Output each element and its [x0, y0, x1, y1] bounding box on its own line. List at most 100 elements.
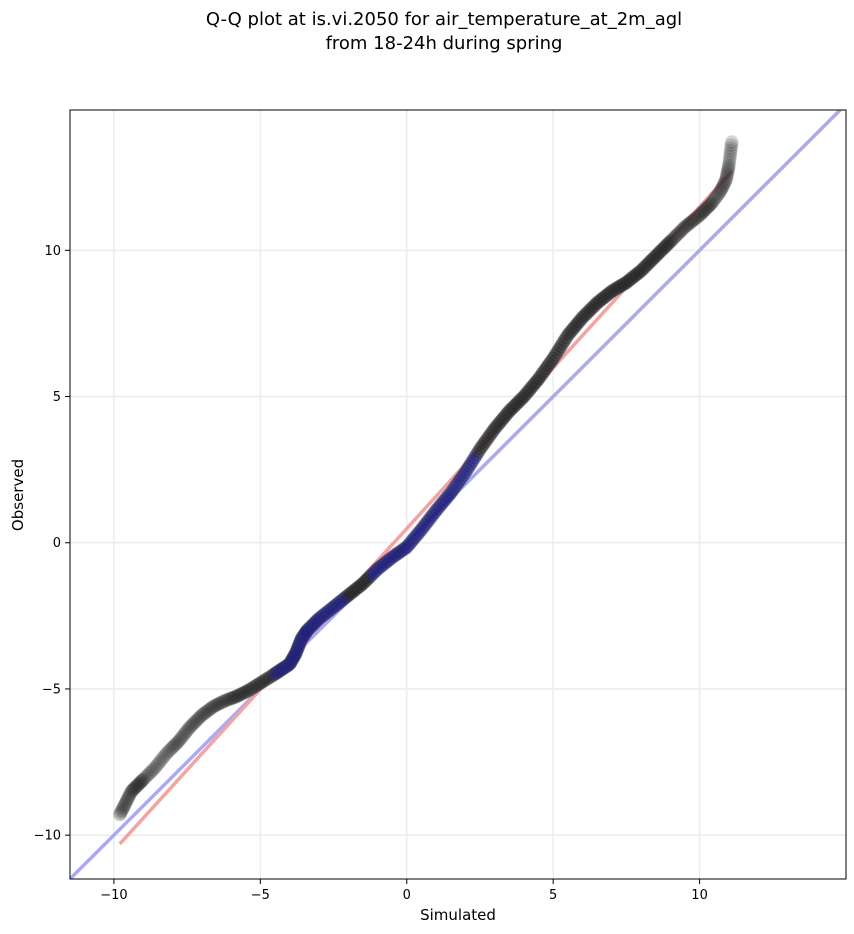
quantile-point	[454, 470, 469, 485]
quantile-point	[721, 158, 736, 173]
quantile-point	[274, 662, 289, 677]
quantile-point	[383, 551, 398, 566]
quantile-point	[461, 459, 476, 474]
quantile-point	[260, 671, 275, 686]
quantile-point	[518, 387, 533, 402]
quantile-point	[232, 687, 247, 702]
quantile-point	[724, 141, 739, 156]
quantile-point	[165, 740, 180, 755]
quantile-point	[721, 162, 736, 177]
quantile-point	[244, 681, 259, 696]
quantile-point	[212, 696, 227, 711]
plot-frame	[69, 109, 847, 880]
quantile-point	[125, 782, 140, 797]
quantile-point	[288, 646, 303, 661]
quantile-point	[337, 591, 352, 606]
quantile-point	[221, 692, 236, 707]
quantile-point	[724, 135, 739, 150]
quantile-point	[474, 439, 489, 454]
quantile-point	[122, 788, 137, 803]
quantile-point	[266, 668, 281, 683]
quantile-point	[715, 180, 730, 195]
quantile-point	[231, 688, 246, 703]
quantile-point	[560, 328, 575, 343]
quantile-point	[549, 345, 564, 360]
quantile-point	[269, 665, 284, 680]
quantile-point	[301, 622, 316, 637]
quantile-point	[432, 499, 447, 514]
quantile-point	[425, 508, 440, 523]
quantile-point	[366, 565, 381, 580]
quantile-point	[257, 673, 272, 688]
quantile-point	[637, 260, 652, 275]
y-tick-label: 5	[53, 390, 61, 405]
quantile-point	[646, 251, 661, 266]
quantile-point	[548, 348, 562, 363]
quantile-point	[112, 807, 127, 822]
quantile-point	[407, 531, 422, 546]
quantile-point	[133, 775, 148, 790]
quantile-point	[238, 684, 253, 699]
y-tick-label: −5	[42, 682, 61, 697]
quantile-point	[374, 559, 389, 574]
quantile-point	[178, 725, 193, 740]
quantile-point	[483, 426, 498, 441]
quantile-point	[172, 732, 187, 747]
quantile-point	[463, 456, 478, 471]
quantile-point	[421, 513, 436, 528]
quantile-point	[535, 366, 550, 381]
quantile-point	[427, 505, 442, 520]
quantile-point	[164, 741, 179, 756]
quantile-point	[251, 677, 266, 692]
quantile-point	[613, 278, 628, 293]
quantile-point	[496, 410, 511, 425]
x-tick-label: −5	[251, 888, 270, 903]
quantile-point	[655, 241, 670, 256]
quantile-point	[381, 553, 396, 568]
quantile-point	[219, 693, 234, 708]
quantile-point	[679, 218, 694, 233]
quantile-point	[191, 711, 206, 726]
quantile-point	[352, 579, 367, 594]
quantile-point	[289, 645, 304, 660]
quantile-point	[708, 190, 723, 205]
chart-title: Q-Q plot at is.vi.2050 for air_temperatu…	[0, 8, 854, 56]
quantile-point	[687, 212, 702, 227]
quantile-point	[159, 746, 174, 761]
quantile-point	[504, 402, 519, 417]
quantile-point	[203, 701, 218, 716]
quantile-point	[399, 540, 414, 555]
quantile-point	[509, 396, 524, 411]
quantile-point	[602, 285, 617, 300]
quantile-point	[659, 238, 674, 253]
reference-lines	[70, 110, 843, 879]
quantile-point	[272, 663, 287, 678]
quantile-point	[721, 160, 736, 175]
quantile-point	[491, 417, 506, 432]
chart-title-line-2: from 18-24h during spring	[325, 33, 563, 54]
quantile-point	[134, 774, 149, 789]
quantile-point	[348, 582, 363, 597]
quantile-point	[271, 664, 286, 679]
quantile-point	[280, 658, 295, 673]
quantile-point	[608, 282, 623, 297]
quantile-point	[285, 651, 300, 666]
quantile-point	[451, 475, 465, 490]
quantile-point	[487, 421, 502, 436]
quantile-point	[237, 685, 252, 700]
quantile-point	[197, 706, 212, 721]
quantile-point	[152, 755, 167, 770]
quantile-point	[716, 177, 731, 192]
quantile-point	[419, 515, 434, 530]
quantile-point	[645, 252, 659, 267]
quantile-point	[401, 537, 416, 552]
quantile-point	[621, 274, 636, 289]
quantile-point	[355, 576, 370, 591]
quantile-point	[162, 743, 177, 758]
quantile-point	[174, 730, 189, 745]
quantile-point	[529, 374, 544, 389]
quantile-point	[375, 557, 390, 572]
quantile-point	[619, 275, 634, 290]
quantile-point	[114, 803, 129, 818]
